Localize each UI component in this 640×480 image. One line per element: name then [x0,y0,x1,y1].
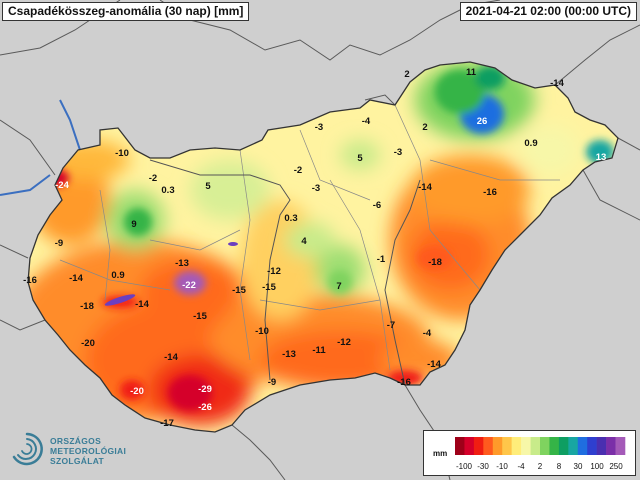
logo-line-1: ORSZÁGOS [50,436,102,446]
logo-line-3: SZOLGÁLAT [50,456,105,466]
value-label-v25: 4 [301,236,307,247]
legend-swatch [511,437,522,455]
legend-unit: mm [433,449,448,458]
legend-colorbar: -100 -30 -10 -4 2 8 30 100 250 [455,437,626,471]
value-label-v15: 0.3 [161,185,174,196]
legend-tick: -30 [477,462,489,471]
legend-swatch [558,437,569,455]
value-label-v38: -15 [262,282,276,293]
value-label-v52: -20 [130,386,144,397]
value-label-v47: -11 [312,345,326,356]
value-label-v12: -10 [115,148,129,159]
value-label-v23: 0.3 [284,213,297,224]
value-label-v43: -4 [423,328,432,339]
value-label-v20: -16 [483,187,497,198]
legend-swatch [492,437,503,455]
value-label-v17: -2 [294,165,302,176]
value-label-v03: -14 [550,78,564,89]
value-label-v14: -2 [149,173,157,184]
legend-swatch [577,437,588,455]
value-label-v50: -16 [397,377,411,388]
value-label-v36: -14 [135,299,149,310]
logo-line-2: METEOROLÓGIAI [50,446,127,456]
value-label-v04: 26 [477,116,488,127]
value-label-v13: -24 [55,180,69,191]
value-label-v45: -14 [164,352,178,363]
legend-swatch [455,437,465,455]
value-label-v48: -14 [427,359,441,370]
value-label-v06: 0.9 [524,138,537,149]
legend-swatch [596,437,607,455]
value-label-v27: -18 [428,257,442,268]
rivers [149,159,421,386]
legend-tick: 100 [590,462,604,471]
value-label-v35: -18 [80,301,94,312]
legend-tick: 30 [574,462,583,471]
value-label-v32: -22 [182,280,196,291]
value-label-v02: 2 [404,69,409,80]
value-label-v10: 5 [357,153,363,164]
value-label-v51: -29 [198,384,212,395]
value-label-v41: -20 [81,338,95,349]
legend-tick: 2 [538,462,543,471]
legend-swatch [464,437,475,455]
legend-swatch [502,437,512,455]
map-title: Csapadékösszeg-anomália (30 nap) [mm] [2,2,250,21]
value-label-v22: 9 [131,219,136,230]
legend-swatch [530,437,541,455]
value-label-v19: -14 [418,182,432,193]
value-label-v01: 11 [466,67,477,78]
value-label-v18: -3 [312,183,320,194]
legend-swatch [540,437,550,455]
legend-swatch [521,437,531,455]
legend-swatch [473,437,484,455]
value-label-v37: -15 [232,285,246,296]
legend-swatch [615,437,626,455]
legend-swatch [549,437,560,455]
value-label-v54: -17 [160,418,174,429]
value-label-v09: -4 [362,116,371,127]
value-label-v42: -10 [255,326,269,337]
omsz-logo: ORSZÁGOS METEOROLÓGIAI SZOLGÁLAT [8,430,158,470]
value-label-v44: -12 [337,337,351,348]
legend: mm -100 -30 -10 -4 2 8 30 100 250 [423,430,636,476]
value-label-v05: 2 [422,122,427,133]
county-borders [59,104,560,371]
value-label-v24: -9 [55,238,63,249]
legend-swatch [587,437,597,455]
value-label-v31: -13 [175,258,189,269]
value-label-v34: 7 [336,281,341,292]
value-label-v30: 0.9 [111,270,124,281]
value-label-v46: -13 [282,349,296,360]
value-label-v49: -9 [268,377,276,388]
value-label-v21: -6 [373,200,381,211]
legend-tick: -4 [517,462,525,471]
legend-swatch [483,437,494,455]
value-label-v08: -3 [315,122,323,133]
value-label-v16: 5 [205,181,211,192]
legend-tick: 250 [609,462,623,471]
value-label-v53: -26 [198,402,212,413]
rivers-outside [0,99,81,196]
value-label-v26: -1 [377,254,386,265]
legend-swatch [568,437,579,455]
timestamp: 2021-04-21 02:00 (00:00 UTC) [459,2,637,21]
value-label-v39: -15 [193,311,207,322]
value-label-v33: -12 [267,266,281,277]
legend-swatch [606,437,616,455]
lakes [104,242,238,306]
value-label-v40: -7 [387,320,395,331]
legend-tick: -100 [456,462,473,471]
value-label-v28: -16 [23,275,37,286]
logo-icon [12,432,43,466]
value-label-v07: 13 [596,152,607,163]
legend-tick: -10 [496,462,508,471]
value-label-v11: -3 [394,147,402,158]
value-label-v29: -14 [69,273,83,284]
legend-tick: 8 [557,462,562,471]
